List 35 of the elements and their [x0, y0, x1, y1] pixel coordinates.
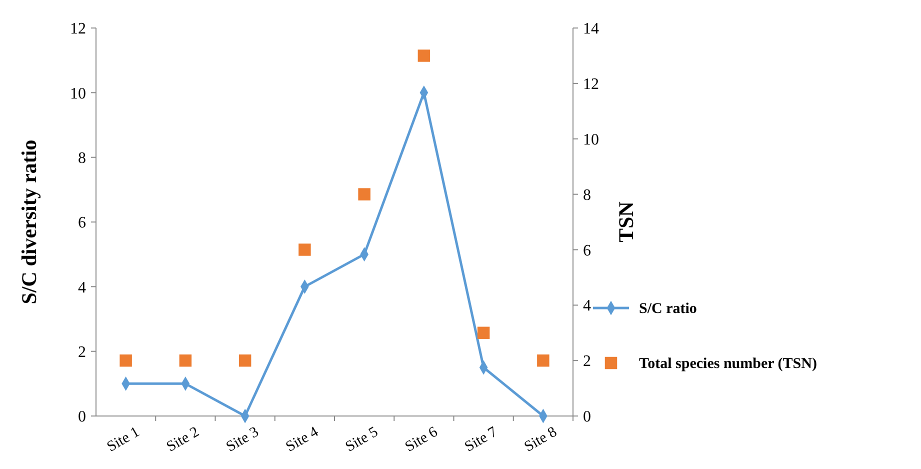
legend-label: Total species number (TSN): [639, 356, 817, 372]
point: [418, 50, 430, 62]
x-tick-label: Site 7: [462, 424, 501, 456]
y-tick-label: 0: [78, 408, 86, 426]
y2-tick-label: 6: [583, 242, 591, 260]
legend-label: S/C ratio: [639, 301, 697, 317]
y2-tick-label: 10: [583, 131, 599, 148]
y2-tick-label: 0: [583, 408, 591, 426]
x-tick-label: Site 8: [522, 424, 560, 456]
y2-tick-label: 14: [583, 20, 599, 38]
point: [179, 354, 192, 367]
point: [120, 354, 132, 367]
y-tick-label: 8: [78, 150, 86, 167]
y2-tick-label: 4: [583, 298, 591, 315]
y-tick-label: 2: [78, 344, 86, 361]
y2-tick-label: 12: [583, 76, 599, 94]
point: [477, 326, 490, 339]
point: [298, 244, 311, 256]
y-tick-label: 6: [78, 214, 86, 232]
x-tick-label: Site 2: [164, 424, 202, 456]
point: [358, 188, 370, 200]
x-tick-label: Site 5: [342, 424, 381, 456]
x-tick-label: Site 4: [283, 424, 322, 456]
y2-tick-label: 2: [583, 353, 591, 370]
point: [238, 354, 252, 367]
y2-axis-title: TSN: [614, 202, 638, 242]
x-tick-label: Site 1: [104, 424, 142, 456]
y-tick-label: 10: [70, 85, 86, 102]
y2-tick-label: 8: [583, 186, 591, 204]
point: [537, 354, 550, 367]
y-tick-label: 12: [70, 20, 86, 38]
y-axis-title: S/C diversity ratio: [17, 140, 41, 304]
x-tick-label: Site 3: [224, 424, 262, 456]
y-tick-label: 4: [78, 279, 86, 296]
x-tick-label: Site 6: [402, 424, 441, 456]
